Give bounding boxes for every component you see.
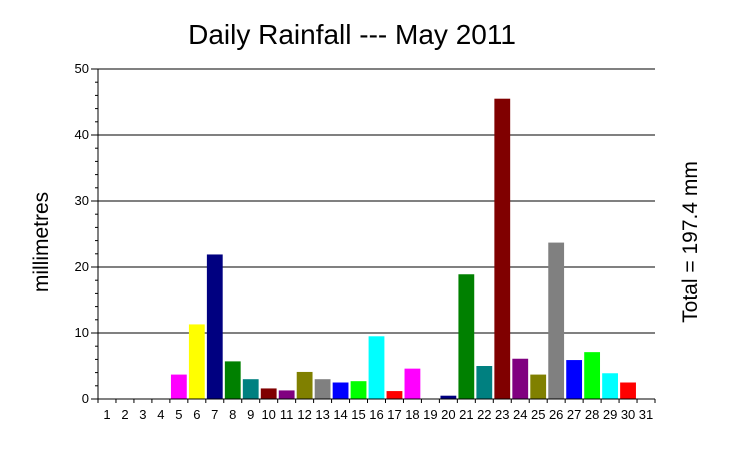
bar-day-10 [260, 388, 277, 399]
x-tick-label: 14 [333, 407, 347, 422]
x-tick-label: 3 [139, 407, 146, 422]
bar-day-18 [404, 368, 421, 399]
x-tick-label: 8 [229, 407, 236, 422]
y-tick-label: 40 [75, 127, 89, 142]
x-tick-label: 13 [315, 407, 329, 422]
y-tick-label: 50 [75, 61, 89, 76]
x-tick-label: 7 [211, 407, 218, 422]
x-tick-label: 20 [441, 407, 455, 422]
x-tick-label: 2 [121, 407, 128, 422]
bar-day-20 [440, 395, 457, 399]
x-tick-label: 10 [261, 407, 275, 422]
bar-day-7 [206, 254, 223, 399]
chart-title: Daily Rainfall --- May 2011 [188, 19, 516, 50]
bar-day-5 [170, 374, 187, 399]
axes [97, 69, 655, 400]
x-tick-label: 22 [477, 407, 491, 422]
x-tick-label: 6 [193, 407, 200, 422]
x-tick-label: 26 [549, 407, 563, 422]
x-tick-label: 17 [387, 407, 401, 422]
bar-day-15 [350, 381, 367, 399]
y-tick-label: 20 [75, 259, 89, 274]
x-tick-label: 29 [603, 407, 617, 422]
x-tick-label: 25 [531, 407, 545, 422]
x-tick-label: 18 [405, 407, 419, 422]
x-tick-label: 5 [175, 407, 182, 422]
x-tick-label: 11 [280, 407, 294, 422]
x-ticks: 1 2 3 4 5 6 7 8 9 10 11 12 13 14 15 16 17 18 19 20 21 22 23 24 2… [97, 399, 656, 422]
x-tick-label: 12 [297, 407, 311, 422]
bar-day-22 [476, 366, 493, 399]
bar-day-11 [278, 390, 295, 399]
x-tick-label: 31 [639, 407, 653, 422]
x-tick-label: 15 [351, 407, 365, 422]
bar-day-9 [242, 379, 259, 399]
x-tick-label: 19 [423, 407, 437, 422]
x-tick-label: 23 [495, 407, 509, 422]
x-tick-label: 30 [621, 407, 635, 422]
x-tick-label: 24 [513, 407, 527, 422]
bar-day-25 [530, 374, 547, 399]
x-tick-label: 4 [157, 407, 164, 422]
bar-day-24 [512, 358, 529, 399]
bar-day-14 [332, 382, 349, 399]
bars [170, 98, 636, 399]
bar-day-16 [368, 336, 385, 399]
bar-day-8 [224, 361, 241, 399]
total-annotation: Total = 197.4 mm [679, 161, 702, 323]
gridlines [98, 68, 655, 334]
x-tick-label: 9 [247, 407, 254, 422]
bar-day-6 [188, 324, 205, 399]
y-tick-label: 30 [75, 193, 89, 208]
y-axis-label: millimetres [30, 192, 53, 292]
x-tick-label: 27 [567, 407, 581, 422]
x-tick-label: 1 [103, 407, 110, 422]
bar-day-28 [584, 352, 601, 399]
y-ticks: 0 10 20 30 40 50 [75, 61, 98, 406]
bar-day-27 [566, 360, 583, 399]
bar-day-26 [548, 242, 565, 399]
y-tick-label: 10 [75, 325, 89, 340]
bar-day-21 [458, 274, 475, 399]
bar-day-29 [602, 373, 618, 399]
bar-day-13 [314, 379, 331, 399]
x-tick-label: 21 [459, 407, 473, 422]
bar-day-23 [494, 98, 511, 399]
x-tick-label: 16 [369, 407, 383, 422]
y-tick-label: 0 [82, 391, 89, 406]
bar-day-17 [386, 391, 403, 399]
bar-day-12 [296, 371, 313, 399]
x-tick-label: 28 [585, 407, 599, 422]
bar-day-30 [620, 382, 636, 399]
